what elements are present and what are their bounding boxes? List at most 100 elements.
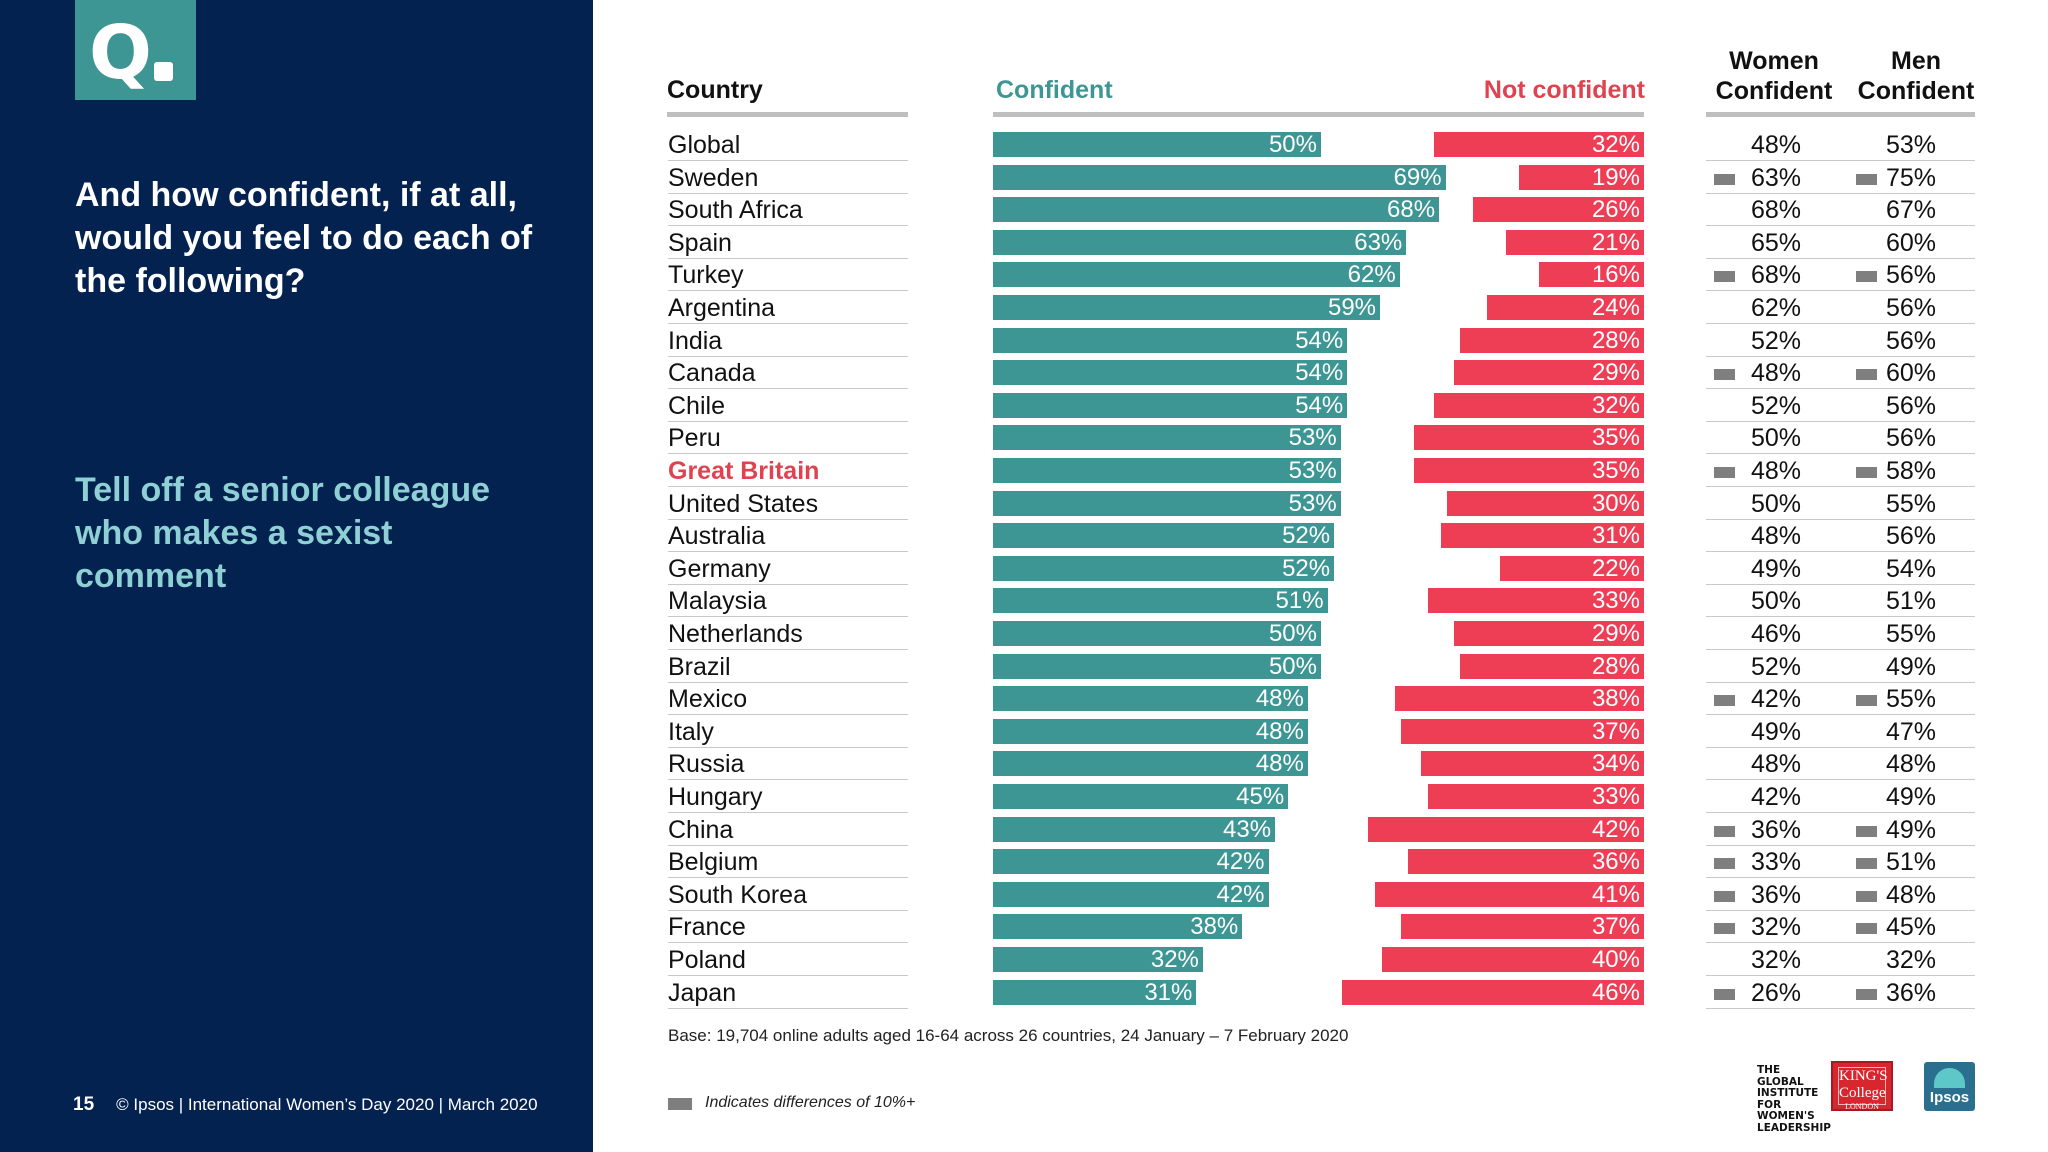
country-label: South Korea bbox=[668, 880, 807, 909]
ipsos-logo-mark bbox=[1934, 1068, 1965, 1088]
row-divider bbox=[1706, 290, 1975, 292]
women-confident-value: 36% bbox=[1750, 880, 1802, 909]
table-row: India 54% 28% 52% 56% bbox=[0, 325, 2048, 358]
country-label: Japan bbox=[668, 978, 737, 1007]
women-confident-value: 33% bbox=[1750, 848, 1802, 877]
confident-value-label: 63% bbox=[1354, 228, 1403, 256]
not-confident-bar: 34% bbox=[1420, 751, 1644, 777]
women-diff-marker bbox=[1714, 923, 1735, 935]
not-confident-value-label: 33% bbox=[1591, 587, 1640, 615]
women-confident-value: 48% bbox=[1750, 750, 1802, 779]
men-confident-value: 55% bbox=[1885, 489, 1937, 518]
row-divider bbox=[1706, 453, 1975, 455]
women-confident-value: 65% bbox=[1750, 228, 1802, 257]
row-divider bbox=[668, 257, 908, 259]
row-divider bbox=[1706, 486, 1975, 487]
women-confident-value: 63% bbox=[1750, 163, 1802, 192]
men-confident-value: 67% bbox=[1885, 196, 1937, 225]
row-divider bbox=[1706, 1007, 1975, 1009]
men-confident-value: 75% bbox=[1885, 163, 1937, 192]
table-row: Australia 52% 31% 48% 56% bbox=[0, 520, 2048, 553]
table-row: Mexico 48% 38% 42% 55% bbox=[0, 683, 2048, 716]
row-divider bbox=[1706, 551, 1975, 553]
table-row: Sweden 69% 19% 63% 75% bbox=[0, 162, 2048, 195]
not-confident-value-label: 21% bbox=[1591, 228, 1640, 256]
not-confident-value-label: 28% bbox=[1591, 326, 1640, 354]
row-divider bbox=[1706, 942, 1975, 944]
women-confident-header: Women Confident bbox=[1715, 47, 1833, 105]
slide-footer: 15 © Ipsos | International Women’s Day 20… bbox=[73, 1094, 538, 1116]
not-confident-value-label: 24% bbox=[1591, 294, 1640, 321]
not-confident-value-label: 32% bbox=[1591, 391, 1640, 419]
not-confident-bar: 29% bbox=[1453, 360, 1644, 386]
confident-value-label: 62% bbox=[1347, 261, 1396, 289]
women-confident-value: 62% bbox=[1750, 294, 1802, 322]
country-label: Great Britain bbox=[668, 457, 820, 485]
not-confident-bar: 38% bbox=[1394, 686, 1644, 712]
country-label: United States bbox=[668, 489, 819, 518]
country-label: Mexico bbox=[668, 685, 748, 714]
question-text: And how confident, if at all, would you … bbox=[75, 176, 533, 300]
men-confident-value: 58% bbox=[1885, 457, 1937, 485]
men-confident-value: 60% bbox=[1885, 359, 1937, 388]
q-logo-dot bbox=[154, 62, 173, 81]
confident-bar: 48% bbox=[993, 718, 1308, 744]
women-diff-marker bbox=[1714, 988, 1735, 1000]
row-divider bbox=[668, 975, 908, 976]
row-divider bbox=[1706, 518, 1975, 520]
men-diff-marker bbox=[1856, 369, 1877, 381]
country-label: South Africa bbox=[668, 196, 803, 225]
country-label: Poland bbox=[668, 946, 746, 974]
not-confident-bar: 37% bbox=[1401, 718, 1644, 744]
confident-value-label: 48% bbox=[1255, 685, 1304, 713]
row-divider bbox=[1706, 779, 1975, 781]
row-divider bbox=[668, 746, 908, 748]
not-confident-value-label: 41% bbox=[1591, 880, 1640, 908]
confident-bar: 59% bbox=[993, 295, 1381, 320]
not-confident-bar: 31% bbox=[1440, 523, 1644, 549]
not-confident-bar: 41% bbox=[1375, 880, 1644, 908]
not-confident-value-label: 16% bbox=[1591, 261, 1640, 289]
confident-value-label: 42% bbox=[1216, 848, 1265, 876]
women-confident-value: 49% bbox=[1750, 717, 1802, 746]
row-divider bbox=[668, 355, 908, 357]
row-divider bbox=[1706, 714, 1975, 716]
legend-diff-text: Indicates differences of 10%+ bbox=[705, 1094, 916, 1111]
row-divider bbox=[668, 877, 908, 879]
confident-bar: 48% bbox=[993, 685, 1308, 713]
row-divider bbox=[1706, 877, 1975, 879]
row-divider bbox=[668, 844, 908, 846]
confident-bar: 43% bbox=[993, 816, 1276, 842]
not-confident-column-header: Not confident bbox=[1483, 76, 1645, 104]
men-confident-value: 56% bbox=[1885, 294, 1937, 322]
country-header-rule bbox=[667, 112, 908, 117]
men-confident-value: 49% bbox=[1885, 783, 1937, 811]
confident-bar: 53% bbox=[993, 424, 1341, 452]
country-label: France bbox=[668, 913, 746, 942]
row-divider bbox=[1706, 225, 1975, 227]
table-row: Germany 52% 22% 49% 54% bbox=[0, 553, 2048, 586]
row-divider bbox=[668, 681, 908, 683]
giwl-logo: THE GLOBAL INSTITUTE FOR WOMEN'S LEADERS… bbox=[1757, 1064, 1831, 1134]
row-divider bbox=[668, 518, 908, 520]
row-divider bbox=[668, 779, 908, 781]
confident-value-label: 53% bbox=[1288, 424, 1337, 452]
table-row: Great Britain 53% 35% 48% 58% bbox=[0, 455, 2048, 488]
men-confident-value: 56% bbox=[1885, 326, 1937, 355]
country-label: Spain bbox=[668, 228, 732, 257]
not-confident-bar: 28% bbox=[1460, 326, 1644, 354]
confident-value-label: 52% bbox=[1282, 554, 1331, 582]
confident-bar: 50% bbox=[993, 653, 1321, 679]
women-confident-value: 48% bbox=[1750, 131, 1802, 159]
ipsos-logo-text: Ipsos bbox=[1929, 1089, 1970, 1106]
page-number: 15 bbox=[73, 1094, 95, 1115]
row-divider bbox=[1706, 388, 1975, 390]
men-diff-marker bbox=[1856, 988, 1877, 1000]
confident-bar: 63% bbox=[993, 228, 1407, 256]
women-confident-value: 50% bbox=[1750, 489, 1802, 518]
confident-bar: 69% bbox=[993, 164, 1446, 190]
row-divider bbox=[668, 388, 908, 390]
confident-bar: 52% bbox=[993, 523, 1335, 549]
men-diff-marker bbox=[1856, 271, 1877, 283]
confident-value-label: 54% bbox=[1295, 391, 1344, 419]
